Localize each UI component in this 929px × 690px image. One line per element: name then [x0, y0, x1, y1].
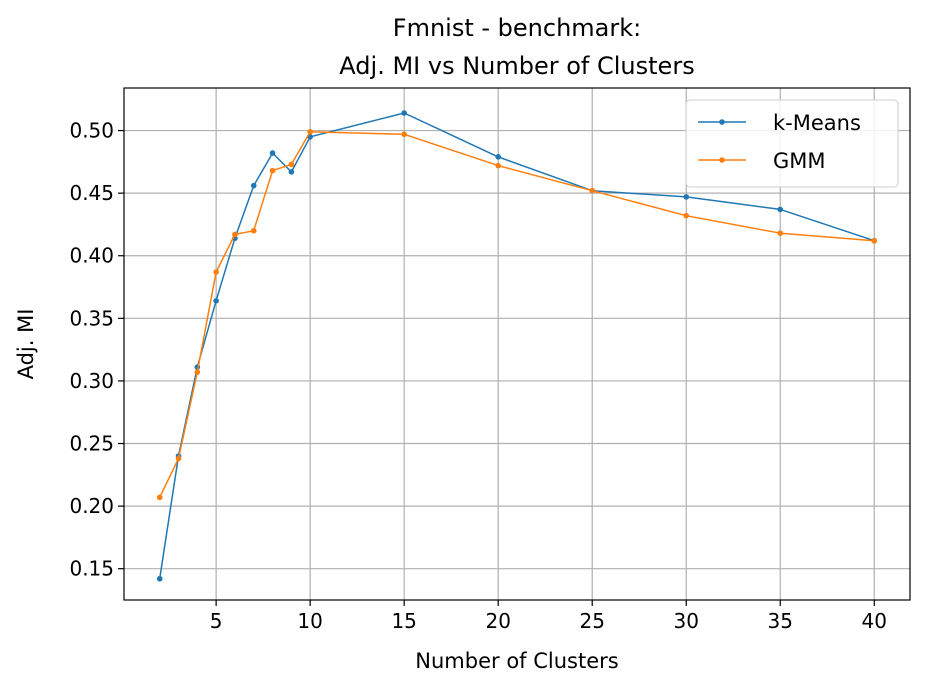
data-point-k-means [495, 154, 501, 160]
y-tick-label: 0.20 [69, 494, 114, 518]
x-axis-title: Number of Clusters [415, 649, 618, 673]
y-tick-label: 0.25 [69, 432, 114, 456]
data-point-k-means [156, 575, 163, 582]
data-point-gmm [194, 369, 201, 375]
data-point-gmm [213, 269, 219, 275]
chart-title-line-1: Fmnist - benchmark: [393, 14, 641, 42]
data-point-k-means [683, 194, 690, 200]
data-point-gmm [288, 161, 295, 168]
x-tick-label: 15 [391, 609, 416, 633]
data-point-gmm [250, 227, 257, 234]
x-tick-label: 40 [862, 609, 887, 633]
y-tick-label: 0.35 [69, 306, 114, 330]
y-tick-label: 0.50 [69, 119, 114, 143]
y-tick-label: 0.15 [69, 557, 114, 581]
y-tick-label: 0.40 [69, 244, 114, 268]
x-tick-label: 30 [674, 609, 699, 633]
x-tick-label: 5 [210, 609, 223, 633]
data-point-gmm [307, 129, 313, 135]
data-point-k-means [269, 150, 276, 156]
series-group [156, 110, 878, 582]
legend-marker-gmm [719, 157, 725, 163]
data-point-gmm [495, 162, 501, 169]
plot-frame [123, 87, 911, 601]
data-point-gmm [683, 212, 690, 219]
x-tick-label: 35 [768, 609, 793, 633]
x-tick-label: 10 [297, 609, 322, 633]
data-point-k-means [250, 182, 257, 189]
data-point-gmm [777, 230, 784, 237]
data-point-gmm [232, 231, 238, 238]
data-point-k-means [777, 206, 784, 213]
y-tick-label: 0.45 [69, 181, 114, 205]
legend-marker-k-means [719, 119, 725, 125]
x-tick-label: 20 [485, 609, 510, 633]
data-point-gmm [175, 455, 182, 462]
data-point-gmm [156, 494, 163, 501]
data-point-gmm [401, 131, 407, 138]
legend: k-Means GMM [685, 99, 899, 188]
ticks: 5 10 15 20 25 30 35 40 0.15 0.20 0.25 0.30 0.35 0.40 0… [69, 119, 887, 633]
legend-label-gmm: GMM [773, 149, 826, 173]
data-point-k-means [288, 169, 295, 175]
legend-label-k-means: k-Means [773, 111, 861, 135]
data-point-k-means [401, 110, 407, 116]
data-point-gmm [269, 167, 276, 174]
y-tick-label: 0.30 [69, 369, 114, 393]
data-point-k-means [213, 298, 219, 304]
data-point-gmm [871, 237, 878, 244]
y-axis-title: Adj. MI [14, 309, 38, 380]
data-point-gmm [589, 187, 596, 194]
chart-title-line-2: Adj. MI vs Number of Clusters [339, 52, 694, 80]
x-tick-label: 25 [579, 609, 604, 633]
